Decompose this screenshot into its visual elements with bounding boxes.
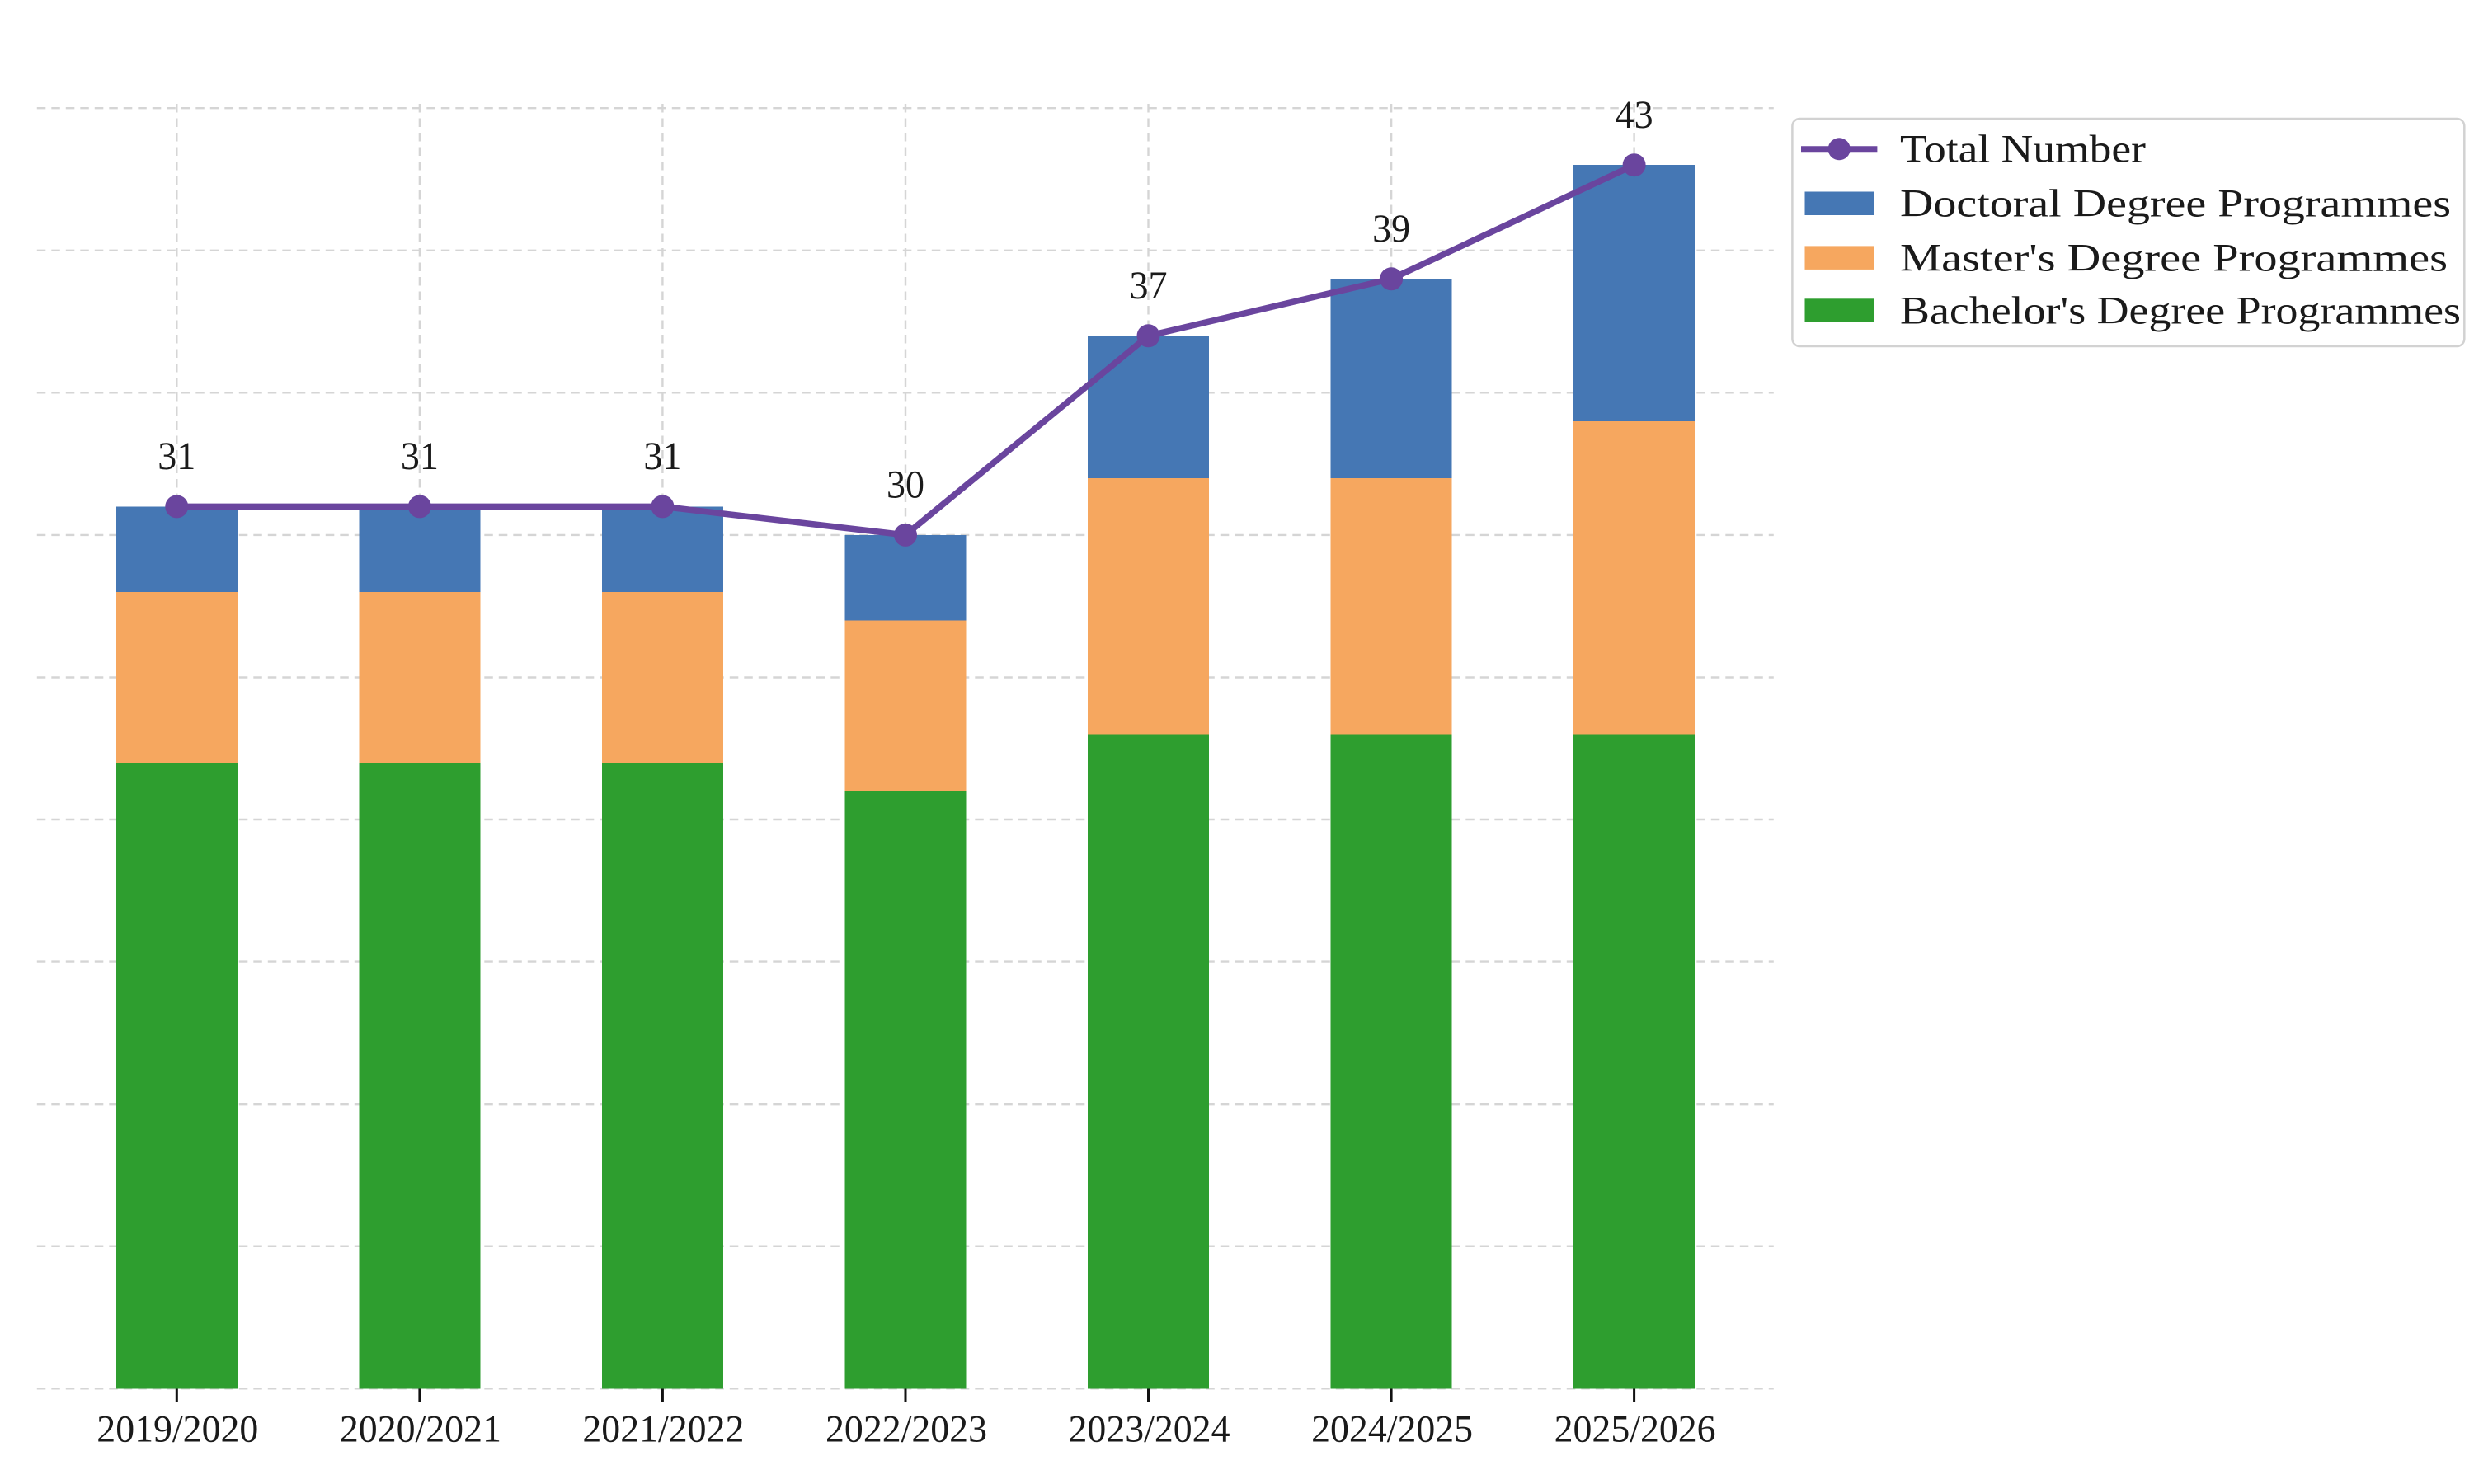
svg-text:31: 31 xyxy=(643,434,681,478)
svg-text:Master's Degree Programmes: Master's Degree Programmes xyxy=(1900,237,2448,280)
svg-text:Doctoral Degree Programmes: Doctoral Degree Programmes xyxy=(1900,182,2451,226)
svg-text:43: 43 xyxy=(1616,93,1653,137)
svg-text:Total Number: Total Number xyxy=(1900,128,2146,171)
svg-text:30: 30 xyxy=(887,463,924,507)
svg-text:2019/2020: 2019/2020 xyxy=(96,1409,258,1451)
svg-text:2020/2021: 2020/2021 xyxy=(340,1409,501,1451)
svg-text:31: 31 xyxy=(401,434,439,478)
svg-text:2025/2026: 2025/2026 xyxy=(1554,1409,1716,1451)
svg-text:2023/2024: 2023/2024 xyxy=(1069,1409,1230,1451)
svg-text:31: 31 xyxy=(158,434,195,478)
svg-text:Bachelor's Degree Programmes: Bachelor's Degree Programmes xyxy=(1900,289,2461,333)
svg-text:37: 37 xyxy=(1130,264,1168,308)
svg-text:39: 39 xyxy=(1372,207,1410,251)
svg-text:2022/2023: 2022/2023 xyxy=(825,1409,987,1451)
svg-text:2021/2022: 2021/2022 xyxy=(582,1409,744,1451)
svg-text:2024/2025: 2024/2025 xyxy=(1311,1409,1473,1451)
